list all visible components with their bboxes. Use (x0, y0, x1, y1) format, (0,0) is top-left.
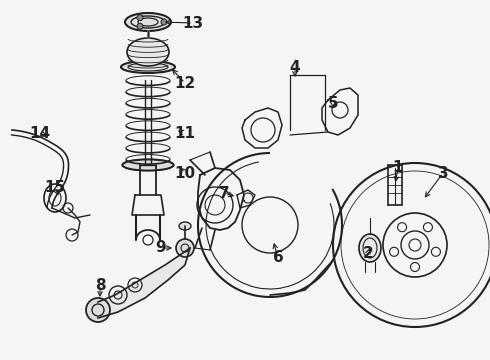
Circle shape (86, 298, 110, 322)
Polygon shape (140, 265, 168, 298)
Text: 6: 6 (272, 251, 283, 266)
Circle shape (137, 23, 143, 29)
Text: 4: 4 (290, 60, 300, 76)
Text: 1: 1 (393, 161, 403, 175)
Text: 14: 14 (29, 126, 50, 140)
Ellipse shape (125, 13, 171, 31)
Text: 2: 2 (363, 246, 373, 261)
Text: 3: 3 (438, 166, 448, 180)
Text: 12: 12 (174, 76, 196, 90)
Ellipse shape (122, 159, 173, 171)
Ellipse shape (359, 234, 381, 262)
Text: 9: 9 (156, 240, 166, 256)
Polygon shape (98, 295, 118, 318)
Text: 7: 7 (219, 185, 229, 201)
Circle shape (137, 15, 143, 21)
Polygon shape (165, 255, 185, 280)
Text: 10: 10 (174, 166, 196, 180)
Text: 11: 11 (174, 126, 196, 140)
Ellipse shape (179, 222, 191, 230)
Text: 13: 13 (182, 15, 203, 31)
Circle shape (176, 239, 194, 257)
Text: 8: 8 (95, 278, 105, 292)
Polygon shape (180, 248, 190, 265)
Polygon shape (115, 280, 145, 312)
Ellipse shape (127, 38, 169, 66)
Circle shape (161, 19, 167, 25)
Ellipse shape (121, 61, 175, 73)
Text: 15: 15 (45, 180, 66, 195)
Text: 5: 5 (328, 95, 338, 111)
